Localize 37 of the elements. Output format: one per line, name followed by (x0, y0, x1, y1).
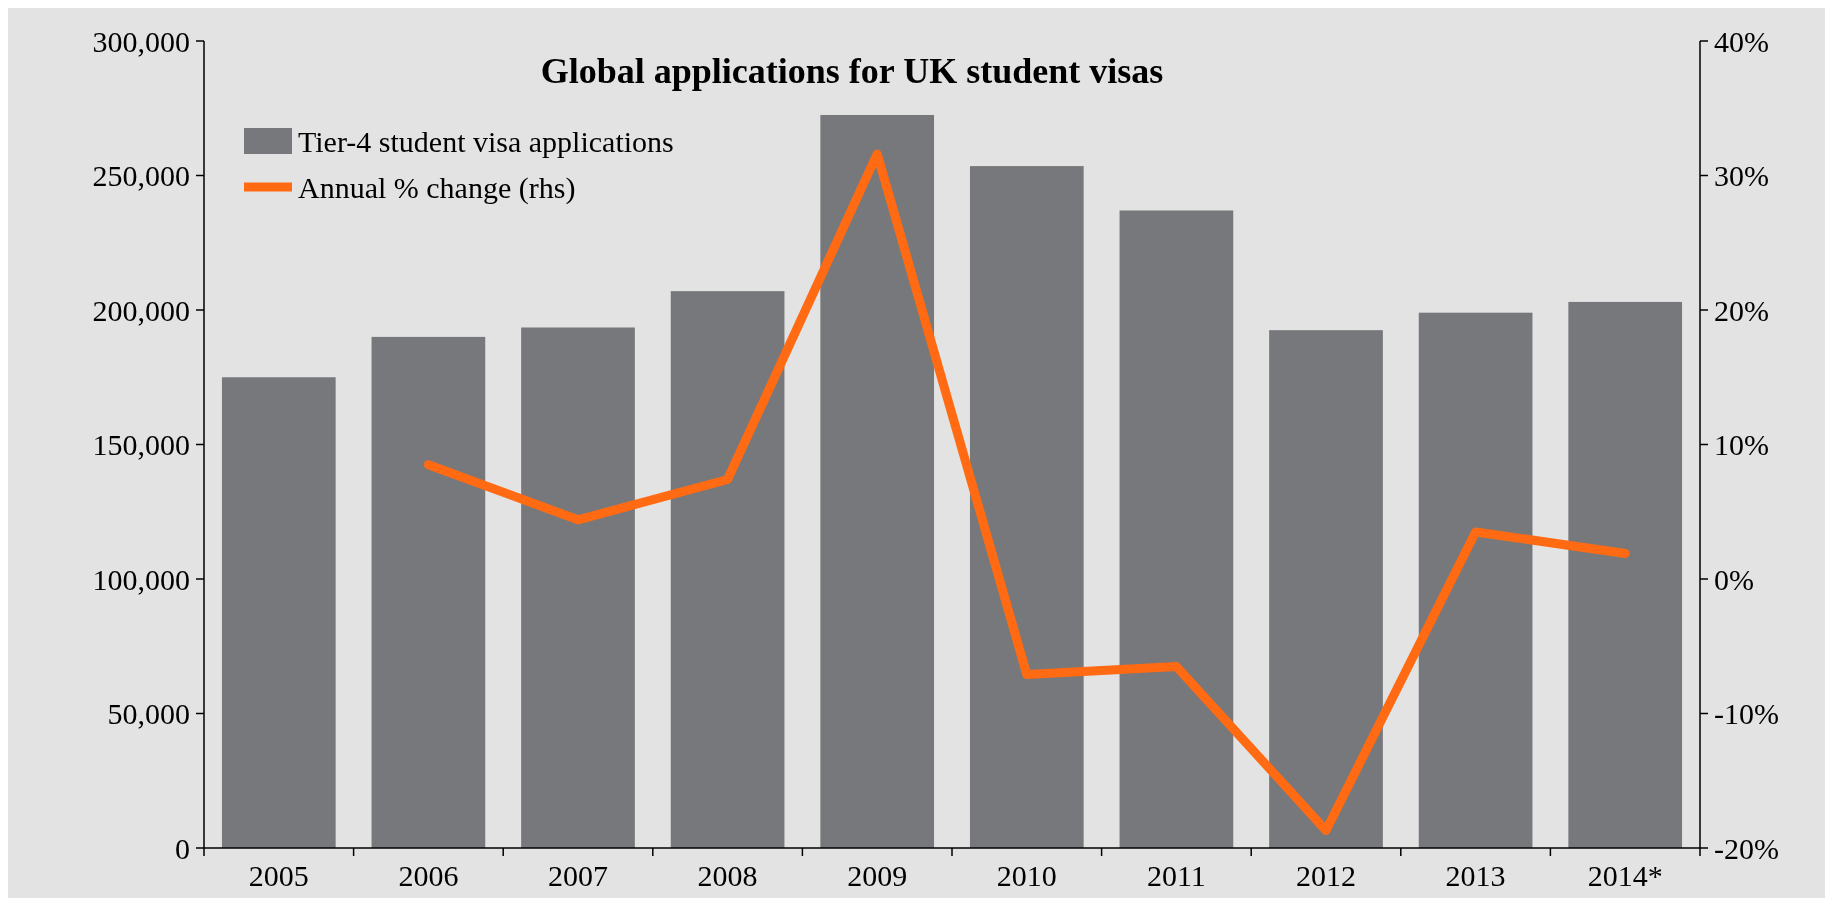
x-tick-label: 2006 (398, 859, 459, 892)
y2-tick-label: -10% (1714, 697, 1779, 730)
legend-label: Annual % change (rhs) (298, 170, 576, 205)
y2-tick-label: -20% (1714, 831, 1779, 865)
y-tick-label: 150,000 (92, 428, 190, 461)
bar (1119, 210, 1234, 848)
y2-tick-label: 40% (1714, 24, 1769, 58)
bar (820, 114, 935, 848)
legend-label: Tier-4 student visa applications (298, 124, 674, 158)
y-tick-label: 250,000 (92, 159, 190, 192)
bar (670, 291, 785, 848)
y-tick-label: 0 (175, 831, 190, 865)
y-tick-label: 50,000 (107, 697, 190, 730)
y-tick-label: 100,000 (92, 562, 190, 596)
bar (1418, 312, 1533, 848)
bar (221, 377, 336, 848)
bar (1568, 301, 1683, 848)
chart-title: Global applications for UK student visas (540, 51, 1164, 91)
x-tick-label: 2009 (847, 859, 908, 892)
x-tick-label: 2007 (548, 859, 608, 892)
y2-tick-label: 20% (1714, 293, 1769, 327)
x-tick-label: 2014* (1587, 859, 1663, 892)
y2-tick-label: 30% (1714, 159, 1769, 192)
y-tick-label: 300,000 (92, 24, 190, 58)
bar (969, 166, 1084, 848)
bar (1269, 330, 1383, 848)
x-tick-label: 2013 (1445, 859, 1506, 892)
x-tick-label: 2011 (1146, 859, 1206, 892)
bar (371, 336, 486, 848)
y-tick-label: 200,000 (92, 293, 190, 327)
x-tick-label: 2012 (1296, 859, 1356, 892)
x-tick-label: 2008 (697, 859, 758, 892)
x-tick-label: 2005 (248, 859, 309, 892)
x-tick-label: 2010 (996, 859, 1057, 892)
bar (521, 327, 635, 848)
y2-tick-label: 0% (1714, 562, 1754, 596)
y2-tick-label: 10% (1714, 428, 1769, 461)
